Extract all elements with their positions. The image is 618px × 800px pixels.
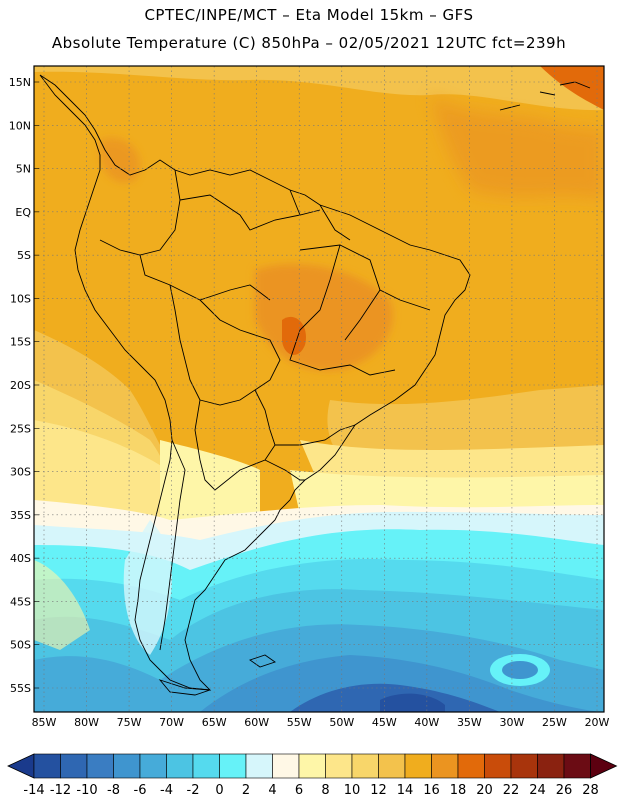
colorbar-swatch — [33, 753, 61, 779]
lat-label: 10S — [10, 292, 31, 305]
colorbar-label: 6 — [295, 783, 303, 798]
lat-label: 40S — [10, 552, 31, 565]
colorbar-swatch — [484, 753, 512, 779]
colorbar-swatch — [272, 753, 300, 779]
colorbar-label: 0 — [215, 783, 223, 798]
colorbar-label: -4 — [160, 783, 173, 798]
colorbar-swatch — [431, 753, 459, 779]
colorbar-label: 16 — [423, 783, 440, 798]
lon-label: 50W — [329, 716, 354, 729]
lat-label: 15N — [9, 76, 31, 89]
colorbar-swatch — [298, 753, 326, 779]
colorbar-swatch — [563, 753, 591, 779]
lon-label: 85W — [32, 716, 57, 729]
colorbar: -14 -12 -10 -8 -6 -4 -2 0 2 4 6 8 10 12 14 16 18 20 22 24 26… — [7, 753, 618, 798]
lon-label: 80W — [74, 716, 99, 729]
lat-label: 15S — [10, 336, 31, 349]
colorbar-arrow-low — [7, 753, 35, 779]
lat-label: EQ — [15, 206, 31, 219]
colorbar-label: 28 — [582, 783, 599, 798]
lon-label: 65W — [202, 716, 227, 729]
colorbar-label: 14 — [397, 783, 414, 798]
colorbar-label: 4 — [268, 783, 276, 798]
lat-label: 35S — [10, 509, 31, 522]
lon-label: 75W — [117, 716, 142, 729]
lat-label: 5N — [16, 163, 31, 176]
grid-lines — [34, 66, 604, 712]
colorbar-label: -2 — [187, 783, 200, 798]
colorbar-swatch — [139, 753, 167, 779]
title-line-2: Absolute Temperature (C) 850hPa – 02/05/… — [51, 34, 567, 52]
colorbar-swatch — [325, 753, 353, 779]
colorbar-swatch — [537, 753, 565, 779]
lon-label: 60W — [244, 716, 269, 729]
colorbar-label: 20 — [476, 783, 493, 798]
colorbar-swatch — [457, 753, 485, 779]
colorbar-swatch — [404, 753, 432, 779]
colorbar-swatch — [60, 753, 88, 779]
colorbar-label: 26 — [556, 783, 573, 798]
colorbar-swatch — [378, 753, 406, 779]
lat-label: 25S — [10, 422, 31, 435]
colorbar-label: -6 — [134, 783, 147, 798]
colorbar-label: 2 — [242, 783, 250, 798]
lat-label: 5S — [17, 249, 31, 262]
colorbar-label: 18 — [450, 783, 467, 798]
colorbar-swatch — [86, 753, 114, 779]
latitude-labels: 15N 10N 5N EQ 5S 10S 15S 20S 25S 30S 35S 40S 45S 50S 5… — [9, 76, 32, 695]
colorbar-swatch — [192, 753, 220, 779]
lon-label: 25W — [542, 716, 567, 729]
lat-label: 50S — [10, 639, 31, 652]
colorbar-label: 24 — [529, 783, 546, 798]
colorbar-swatch — [245, 753, 273, 779]
colorbar-label: -10 — [76, 783, 97, 798]
lon-label: 20W — [585, 716, 610, 729]
lon-label: 55W — [287, 716, 312, 729]
title-line-1: CPTEC/INPE/MCT – Eta Model 15km – GFS — [144, 6, 474, 24]
colorbar-arrow-high — [590, 753, 618, 779]
lat-label: 10N — [9, 119, 31, 132]
lat-label: 45S — [10, 595, 31, 608]
lat-label: 30S — [10, 466, 31, 479]
temperature-field — [34, 66, 604, 712]
coastlines — [39, 74, 591, 696]
colorbar-label: 8 — [321, 783, 329, 798]
lat-label: 20S — [10, 379, 31, 392]
lon-label: 30W — [499, 716, 524, 729]
colorbar-label: 10 — [344, 783, 361, 798]
lon-label: 40W — [414, 716, 439, 729]
colorbar-swatch — [510, 753, 538, 779]
longitude-labels: 85W 80W 75W 70W 65W 60W 55W 50W 45W 40W 35W 30W 25W 2… — [32, 716, 610, 729]
lon-label: 70W — [159, 716, 184, 729]
colorbar-label: -14 — [23, 783, 44, 798]
colorbar-label: 12 — [370, 783, 387, 798]
colorbar-swatch — [166, 753, 194, 779]
colorbar-swatch — [351, 753, 379, 779]
colorbar-label: -12 — [50, 783, 71, 798]
lat-label: 55S — [10, 682, 31, 695]
lon-label: 35W — [457, 716, 482, 729]
lon-label: 45W — [372, 716, 397, 729]
colorbar-swatch — [219, 753, 247, 779]
colorbar-label: 22 — [503, 783, 520, 798]
map-frame — [33, 65, 605, 713]
colorbar-swatch — [113, 753, 141, 779]
colorbar-label: -8 — [107, 783, 120, 798]
